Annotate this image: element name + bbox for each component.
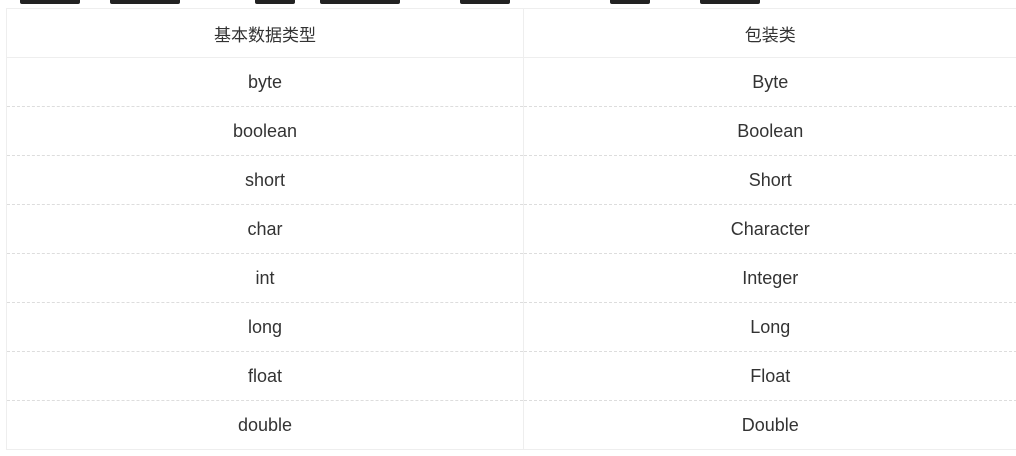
cell-primitive: short [6,155,524,205]
primitive-wrapper-table: 基本数据类型 包装类 byte Byte boolean Boolean sho… [6,8,1016,450]
cell-wrapper: Byte [523,57,1016,107]
cell-wrapper: Short [523,155,1016,205]
table-row: byte Byte [6,57,1016,107]
header-wrapper-class: 包装类 [523,8,1016,58]
table-row: short Short [6,155,1016,205]
cell-wrapper: Float [523,351,1016,401]
cell-wrapper: Character [523,204,1016,254]
table-row: boolean Boolean [6,106,1016,156]
cell-primitive: boolean [6,106,524,156]
cell-primitive: long [6,302,524,352]
cell-primitive: byte [6,57,524,107]
table-header-row: 基本数据类型 包装类 [6,8,1016,58]
table-row: long Long [6,302,1016,352]
cell-primitive: int [6,253,524,303]
table-row: float Float [6,351,1016,401]
cell-wrapper: Boolean [523,106,1016,156]
cell-wrapper: Long [523,302,1016,352]
table-row: double Double [6,400,1016,450]
table-row: int Integer [6,253,1016,303]
cell-primitive: float [6,351,524,401]
header-primitive-type: 基本数据类型 [6,8,524,58]
cell-wrapper: Double [523,400,1016,450]
table-row: char Character [6,204,1016,254]
cell-primitive: double [6,400,524,450]
cell-wrapper: Integer [523,253,1016,303]
cropped-text-line [0,0,1016,8]
cell-primitive: char [6,204,524,254]
